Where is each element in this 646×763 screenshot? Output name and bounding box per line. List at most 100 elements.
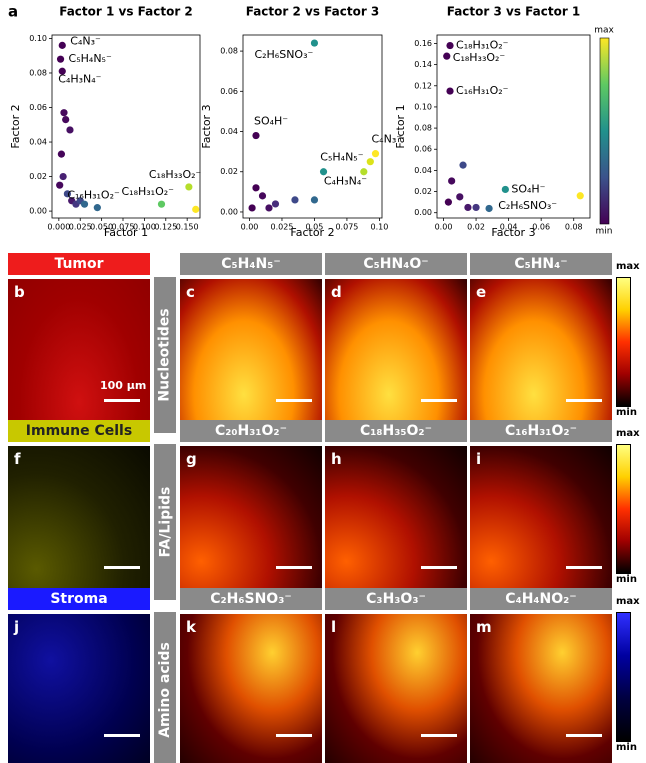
x-tick-label: 0.10	[370, 223, 388, 232]
point-label: C₁₈H₃₁O₂⁻	[122, 185, 175, 198]
scatter-point	[472, 204, 479, 211]
y-tick-label: 0.02	[29, 172, 47, 181]
point-label: C₁₆H₃₁O₂⁻	[67, 189, 120, 202]
scale-bar	[566, 399, 602, 402]
colorbar	[616, 612, 631, 742]
scatter-point	[66, 126, 73, 133]
x-tick-label: 0.050	[90, 223, 113, 232]
ion-header: C₂H₆SNO₃⁻	[180, 588, 322, 610]
scale-bar	[421, 566, 457, 569]
x-tick-label: 0.00	[241, 223, 259, 232]
ion-header: C₅H₄N₅⁻	[180, 253, 322, 275]
scatter-point	[577, 192, 584, 199]
colorbar	[600, 38, 609, 224]
colorbar-max: max	[616, 596, 640, 607]
point-label: C₅H₄N₅⁻	[320, 151, 363, 164]
ion-header: C₅HN₄O⁻	[325, 253, 467, 275]
scatter-point	[158, 201, 165, 208]
point-label: C₂H₆SNO₃⁻	[498, 199, 557, 212]
point-label: C₁₈H₃₁O₂⁻	[456, 39, 509, 52]
point-label: C₁₈H₃₃O₂⁻	[453, 51, 506, 64]
scatter-point	[446, 42, 453, 49]
panel-letter: g	[186, 450, 197, 468]
panel-letter: e	[476, 283, 486, 301]
scale-bar	[276, 399, 312, 402]
scale-bar	[276, 734, 312, 737]
scatter-point	[56, 182, 63, 189]
ion-image	[325, 279, 467, 433]
point-label: C₄N₃⁻	[70, 34, 101, 47]
y-tick-label: 0.04	[414, 166, 432, 175]
panel-letter: l	[331, 618, 336, 636]
ion-image	[180, 446, 322, 600]
scatter-point	[311, 196, 318, 203]
scatter-point	[185, 183, 192, 190]
chart-title: Factor 3 vs Factor 1	[447, 5, 581, 19]
scatter-point	[445, 199, 452, 206]
ion-image	[470, 614, 612, 763]
y-axis-label: Factor 2	[9, 104, 22, 148]
colorbar-min: min	[596, 227, 613, 237]
y-tick-label: 0.08	[414, 124, 432, 133]
point-label: SO₄H⁻	[511, 182, 545, 195]
y-tick-label: 0.10	[414, 102, 432, 111]
scatter-point	[372, 150, 379, 157]
point-label: C₅H₄N₅⁻	[69, 52, 112, 65]
point-label: C₄H₃N₄⁻	[58, 72, 101, 85]
point-label: SO₄H⁻	[254, 115, 288, 128]
scatter-point	[464, 204, 471, 211]
x-tick-label: 0.06	[532, 223, 550, 232]
scale-bar	[104, 399, 140, 402]
y-axis-label: Factor 3	[200, 104, 213, 148]
ion-header: C₄H₄NO₂⁻	[470, 588, 612, 610]
row-header: Tumor	[8, 253, 150, 275]
row-header: Immune Cells	[8, 420, 150, 442]
x-tick-label: 0.075	[112, 223, 135, 232]
point-label: C₄H₃N₄⁻	[324, 175, 367, 188]
category-label: Nucleotides	[154, 277, 176, 433]
scale-bar	[276, 566, 312, 569]
x-tick-label: 0.150	[176, 223, 199, 232]
colorbar-min: min	[616, 407, 637, 418]
scatter-point	[252, 184, 259, 191]
scatter-point	[320, 168, 327, 175]
y-tick-label: 0.08	[220, 47, 238, 56]
scatter-point	[94, 204, 101, 211]
x-tick-label: 0.00	[435, 223, 453, 232]
scale-bar	[566, 566, 602, 569]
x-tick-label: 0.075	[335, 223, 358, 232]
scatter-point	[81, 201, 88, 208]
ion-image	[180, 614, 322, 763]
ion-image	[8, 614, 150, 763]
point-label: C₁₆H₃₁O₂⁻	[456, 84, 509, 97]
x-tick-label: 0.025	[69, 223, 92, 232]
scatter-point	[448, 177, 455, 184]
y-tick-label: 0.06	[220, 87, 238, 96]
panel-letter: h	[331, 450, 342, 468]
category-label: Amino acids	[154, 612, 176, 763]
category-label: FA/Lipids	[154, 444, 176, 600]
colorbar-max: max	[616, 428, 640, 439]
panel-letter: d	[331, 283, 342, 301]
scale-bar	[104, 734, 140, 737]
ion-header: C₂₀H₃₁O₂⁻	[180, 420, 322, 442]
y-axis-label: Factor 1	[394, 104, 407, 148]
y-tick-label: 0.06	[414, 145, 432, 154]
scatter-point	[443, 53, 450, 60]
y-tick-label: 0.08	[29, 68, 47, 77]
y-tick-label: 0.04	[220, 127, 238, 136]
y-tick-label: 0.00	[29, 207, 47, 216]
scatter-point	[59, 42, 66, 49]
scatter-point	[446, 87, 453, 94]
category-text: Nucleotides	[157, 308, 173, 401]
scatter-point	[367, 158, 374, 165]
scatter-point	[192, 206, 199, 213]
scatter-point	[265, 204, 272, 211]
scatter-point	[60, 109, 67, 116]
x-tick-label: 0.08	[565, 223, 583, 232]
x-tick-label: 0.100	[133, 223, 156, 232]
ion-image	[8, 279, 150, 433]
scale-bar	[566, 734, 602, 737]
colorbar-max: max	[594, 26, 614, 36]
